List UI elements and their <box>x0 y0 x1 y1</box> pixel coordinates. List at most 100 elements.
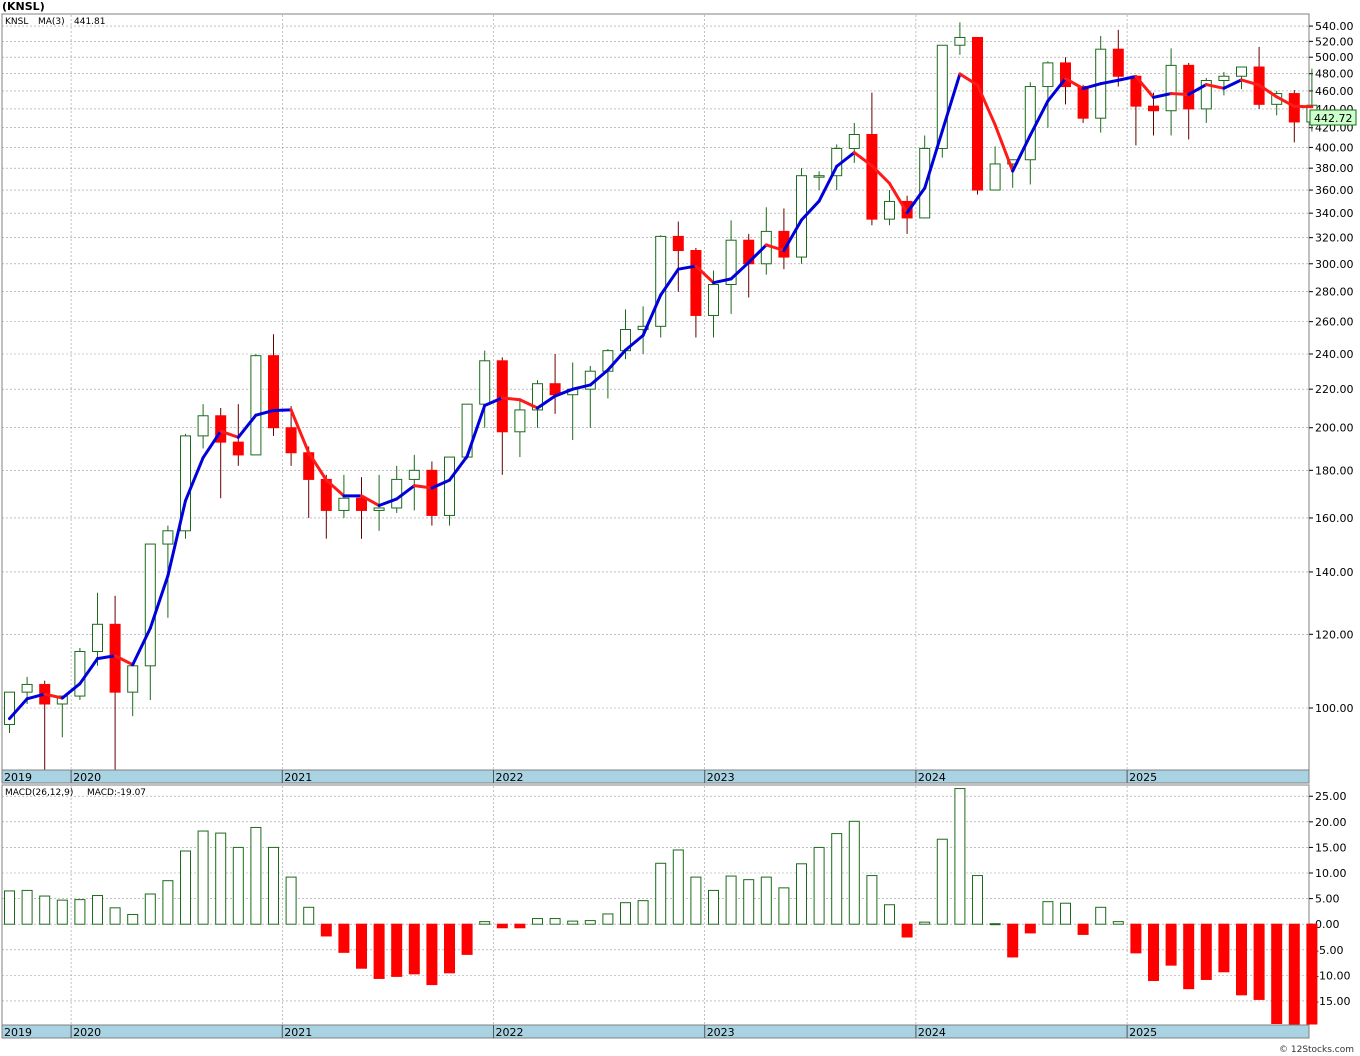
candle-body <box>479 360 491 405</box>
candle <box>972 36 983 195</box>
candle <box>655 235 667 338</box>
macd-bar <box>1218 923 1230 973</box>
macd-bar <box>532 918 543 925</box>
candle <box>514 400 526 458</box>
macd-bar <box>197 830 209 925</box>
candle-body <box>1077 86 1089 119</box>
last-price-label: 442.72 <box>1314 112 1353 125</box>
year-label: 2025 <box>1129 1026 1157 1039</box>
ma-segment <box>377 497 399 508</box>
ma-segment <box>148 574 170 630</box>
candle <box>180 433 191 539</box>
year-label: 2020 <box>73 1026 101 1039</box>
price-tick-label: 260.00 <box>1315 316 1354 329</box>
macd-time-axis-band <box>1 1024 1310 1039</box>
candle-body <box>989 163 1001 191</box>
ma-segment <box>360 494 381 508</box>
ma-segment <box>976 83 997 127</box>
ma-segment <box>905 186 927 215</box>
macd-bar <box>884 904 895 925</box>
candle <box>866 92 878 226</box>
price-tick-label: 360.00 <box>1315 184 1354 197</box>
candle-body <box>1024 86 1036 161</box>
macd-time-axis: 2019 2020 2021 2022 2023 2024 2025 <box>4 1025 1157 1039</box>
macd-bar <box>109 907 121 925</box>
macd-bar <box>39 895 51 925</box>
macd-tick-label: 10.00 <box>1315 867 1347 880</box>
candle <box>56 695 68 738</box>
candle <box>725 220 737 314</box>
year-label: 2025 <box>1129 771 1157 784</box>
chart-title: (KNSL) <box>2 0 45 13</box>
ma-segment <box>870 164 891 185</box>
macd-bar <box>778 887 790 925</box>
candle-body <box>672 235 684 252</box>
price-tick-label: 240.00 <box>1315 348 1354 361</box>
macd-tick-label: -5.00 <box>1315 944 1343 957</box>
candle <box>813 171 825 191</box>
candle-body <box>197 415 209 437</box>
macd-bar <box>479 921 491 925</box>
candle-body <box>1165 64 1177 112</box>
macd-bar <box>496 923 508 929</box>
candle-body <box>444 456 455 516</box>
candle <box>532 380 543 428</box>
ma-segment <box>764 243 786 253</box>
candle <box>989 146 1001 191</box>
candle-body <box>708 284 719 316</box>
ma-segment <box>430 478 451 490</box>
year-label: 2019 <box>4 771 32 784</box>
ma-segment <box>958 72 979 87</box>
price-tick-label: 100.00 <box>1315 702 1354 715</box>
candle-body <box>338 497 350 511</box>
ma-segment <box>800 199 821 222</box>
macd-bar <box>901 923 913 938</box>
candle <box>901 195 913 234</box>
ma-segment <box>254 409 275 417</box>
ma-segment <box>1028 99 1050 137</box>
ma-segment <box>272 408 293 413</box>
macd-tick-label: -10.00 <box>1315 969 1350 982</box>
ma-segment <box>1081 82 1103 91</box>
macd-bar <box>743 879 755 925</box>
macd-bar <box>215 832 227 925</box>
ma-segment <box>694 264 715 285</box>
macd-bar <box>338 923 350 953</box>
price-tick-label: 520.00 <box>1315 35 1354 48</box>
candle <box>884 190 895 226</box>
candle <box>1112 29 1124 87</box>
macd-tick-label: 25.00 <box>1315 790 1347 803</box>
ma-segment <box>25 692 47 701</box>
macd-tick-label: 20.00 <box>1315 816 1347 829</box>
ma-segment <box>888 181 909 215</box>
candle-body <box>21 683 33 693</box>
macd-legend-label: MACD(26,12,9) <box>5 788 73 798</box>
candle <box>250 353 262 456</box>
ma-segment <box>1222 78 1243 90</box>
ma-segment <box>412 484 434 490</box>
ma-segment <box>588 368 610 387</box>
macd-bar <box>127 913 139 925</box>
macd-bar <box>426 923 438 986</box>
candle-body <box>56 695 68 705</box>
macd-bar <box>391 923 403 977</box>
ma-segment <box>166 499 187 578</box>
candle-body <box>532 383 543 411</box>
macd-bar <box>1271 923 1283 1024</box>
macd-bar <box>144 893 156 925</box>
macd-bar <box>1148 923 1159 981</box>
macd-bar <box>1112 921 1124 925</box>
candle-body <box>408 469 420 480</box>
ma-segment <box>8 697 29 721</box>
candle-body <box>1148 105 1159 112</box>
year-label: 2020 <box>73 771 101 784</box>
candle <box>197 404 209 449</box>
macd-bar <box>1165 923 1177 966</box>
price-tick-label: 280.00 <box>1315 286 1354 299</box>
price-tick-label: 200.00 <box>1315 422 1354 435</box>
macd-bar <box>303 906 315 925</box>
year-label: 2024 <box>918 771 946 784</box>
macd-bar <box>461 923 473 955</box>
candle <box>444 456 455 526</box>
macd-bar <box>549 918 561 925</box>
